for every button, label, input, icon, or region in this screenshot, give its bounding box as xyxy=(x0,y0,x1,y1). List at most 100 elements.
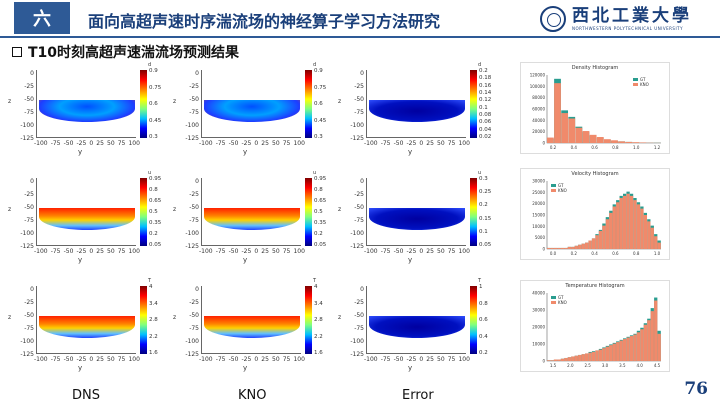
x-tick-label: -75 xyxy=(215,356,226,363)
kno-bar xyxy=(588,352,592,361)
kno-bar xyxy=(574,245,578,249)
colorbar-tick-label: 0.1 xyxy=(479,104,488,111)
colorbar-tick-label: 0.5 xyxy=(149,209,158,215)
colorbar-variable-label: T xyxy=(478,278,482,284)
kno-bar xyxy=(578,354,582,361)
colorbar-tick-label: 0.35 xyxy=(314,220,327,226)
colorbar-tick-label: 0.04 xyxy=(479,126,492,133)
kno-bar xyxy=(591,351,596,361)
flow-field-band xyxy=(39,208,135,230)
kno-bar xyxy=(636,204,641,249)
x-tick-label: -25 xyxy=(406,248,417,255)
plot-area xyxy=(201,70,301,138)
x-tick-label: 1.2 xyxy=(654,145,661,150)
x-tick-label: 0 xyxy=(254,356,259,363)
x-tick-label: -100 xyxy=(199,248,213,255)
x-tick-label: 0.4 xyxy=(591,251,598,256)
y-tick-label: -75 xyxy=(24,325,34,332)
section-badge: 六 xyxy=(14,2,70,34)
x-tick-label: 25 xyxy=(261,140,269,147)
legend-label: GT xyxy=(558,295,564,300)
x-tick-label: 100 xyxy=(128,140,140,147)
kno-bar xyxy=(567,357,572,361)
x-tick-label: 100 xyxy=(458,140,470,147)
x-tick-label: 25 xyxy=(96,248,104,255)
colorbar-tick-label: 0.75 xyxy=(314,84,327,91)
colorbar-tick-label: 0.3 xyxy=(314,134,323,140)
legend-label: KNO xyxy=(558,188,567,193)
kno-bar xyxy=(595,350,599,361)
kno-bar xyxy=(633,334,637,361)
x-tick-label: -50 xyxy=(63,248,74,255)
flow-field-band xyxy=(369,208,465,230)
kno-bar xyxy=(588,240,592,249)
colorbar-tick-label: 0.2 xyxy=(479,350,488,356)
kno-bar xyxy=(560,247,565,249)
kno-bar xyxy=(619,340,623,361)
y-tick-label: 0 xyxy=(30,286,34,293)
plot-area xyxy=(201,286,301,354)
x-axis-ticks: -100 -75 -50 -25 0 25 50 75 100 xyxy=(34,356,140,363)
x-tick-label: -100 xyxy=(34,356,48,363)
x-axis-label: y xyxy=(78,148,83,156)
x-tick-label: 1.0 xyxy=(633,145,640,150)
colorbar-tick-label: 2.2 xyxy=(314,333,323,340)
colorbar-variable-label: T xyxy=(148,278,152,284)
x-tick-label: -100 xyxy=(199,140,213,147)
kno-bar xyxy=(619,198,623,249)
x-axis-ticks: -100 -75 -50 -25 0 25 50 75 100 xyxy=(199,140,305,147)
colorbar-tick-label: 2.8 xyxy=(314,317,323,323)
x-tick-label: 75 xyxy=(447,248,456,255)
colorbar-tick-label: 0.4 xyxy=(479,333,488,340)
histogram-svg: 0 10000 20000 30000 40000 1.5 2.0 2.5 3.0 3.5 4.0 4… xyxy=(532,291,661,368)
y-tick-label: 120000 xyxy=(530,73,546,78)
kno-bar xyxy=(623,339,627,361)
plot-area xyxy=(36,286,136,354)
histogram-1: Velocity Histogram 0 5000 10000 15000 20000 25… xyxy=(520,168,670,260)
kno-bar xyxy=(654,300,658,361)
kno-bar xyxy=(616,202,620,249)
colorbar-tick-label: 0.2 xyxy=(314,231,323,237)
x-tick-label: 50 xyxy=(272,356,280,363)
x-tick-label: 2.0 xyxy=(567,363,574,368)
y-tick-label: -25 xyxy=(354,299,364,306)
colorbar-variable-label: d xyxy=(148,62,152,68)
column-label-error: Error xyxy=(402,388,434,403)
kno-bar xyxy=(574,355,578,361)
kno-bar xyxy=(650,227,654,249)
y-tick-label: 20000 xyxy=(532,129,545,134)
histogram-title: Density Histogram xyxy=(571,65,619,71)
x-tick-label: 0.8 xyxy=(612,145,619,150)
colorbar-tick-label: 3.4 xyxy=(314,300,323,307)
flow-field-band xyxy=(204,316,300,338)
x-tick-label: 50 xyxy=(437,356,445,363)
y-tick-label: -75 xyxy=(354,217,364,224)
colorbar-tick-label: 0.15 xyxy=(479,215,492,222)
y-tick-label: -125 xyxy=(185,351,199,358)
x-axis-ticks: -100 -75 -50 -25 0 25 50 75 100 xyxy=(199,248,305,255)
kno-bar xyxy=(581,243,585,249)
kno-bar xyxy=(623,195,627,249)
x-axis-ticks: -100 -75 -50 -25 0 25 50 75 100 xyxy=(34,248,140,255)
y-tick-label: -25 xyxy=(189,83,199,90)
x-tick-label: 2.5 xyxy=(584,363,591,368)
y-tick-label: -50 xyxy=(354,312,364,319)
colorbar-tick-label: 0.45 xyxy=(149,117,162,124)
x-tick-label: -25 xyxy=(76,248,87,255)
y-axis-ticks: 0 -25 -50 -75 -100 -125 xyxy=(344,286,366,358)
colorbar-tick-label: 0.02 xyxy=(479,133,492,140)
x-tick-label: 0 xyxy=(89,356,94,363)
kno-bar xyxy=(571,246,575,249)
kno-bar xyxy=(654,236,658,249)
colorbar-ticks: 1 0.8 0.6 0.4 0.2 xyxy=(479,284,488,356)
contour-panel-d-error: 0 -25 -50 -75 -100 -125 z -100 -75 -50 -25 0 25 50 75 1… xyxy=(338,62,492,162)
y-tick-label: -25 xyxy=(189,299,199,306)
y-tick-label: 10000 xyxy=(532,342,545,347)
y-axis-label: z xyxy=(8,98,12,105)
x-tick-label: -50 xyxy=(63,356,74,363)
colorbar-tick-label: 2.8 xyxy=(149,317,158,323)
y-axis-label: z xyxy=(8,206,12,213)
colorbar-tick-label: 0.6 xyxy=(149,101,158,107)
colorbar-tick-label: 4 xyxy=(314,284,318,290)
legend-swatch xyxy=(551,296,556,299)
